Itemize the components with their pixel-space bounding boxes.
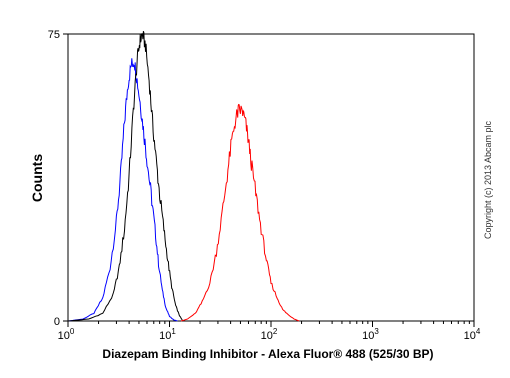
series-layer [67,30,300,322]
x-tick-label-base: 10 [362,330,374,342]
copyright-watermark: Copyright (c) 2013 Abcam plc [483,120,493,239]
x-tick-label-base: 10 [261,330,273,342]
x-tick-label-exponent: 1 [171,327,176,336]
x-axis-ticks: 100 101 102 103 104 [58,321,481,342]
y-axis-label: Counts [29,154,45,202]
x-tick-label-base: 10 [58,330,70,342]
y-tick-label-bottom: 0 [54,316,60,328]
x-tick-label-exponent: 3 [374,327,379,336]
x-tick-label: 101 [159,327,176,342]
series-line-2 [180,103,300,322]
x-tick-label-base: 10 [464,330,476,342]
y-axis-ticks: 75 0 [48,29,68,328]
x-tick-label: 103 [362,327,379,342]
x-tick-label: 100 [58,327,75,342]
x-tick-label: 102 [261,327,278,342]
x-tick-label: 104 [464,327,481,342]
x-tick-label-base: 10 [159,330,171,342]
x-axis-label: Diazepam Binding Inhibitor - Alexa Fluor… [102,347,433,361]
series-line-0 [67,58,178,322]
x-tick-label-exponent: 4 [476,327,481,336]
x-tick-label-exponent: 0 [70,327,75,336]
x-tick-label-exponent: 2 [273,327,278,336]
series-line-1 [67,30,184,322]
y-tick-label-top: 75 [48,29,60,41]
